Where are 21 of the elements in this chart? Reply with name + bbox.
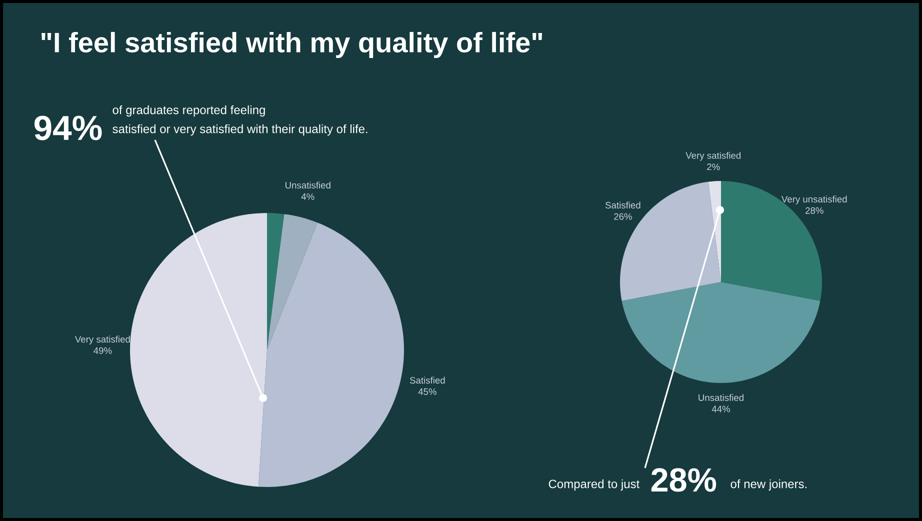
chart-title: "I feel satisfied with my quality of life"	[42, 32, 542, 58]
data-label: 45%	[418, 388, 436, 395]
slice-label: Very satisfied	[686, 152, 741, 161]
text: satisfied or very satisfied with their quality of life.	[112, 124, 368, 136]
slice-label: Satisfied	[605, 202, 640, 209]
text: Compared to just	[548, 479, 640, 491]
data-label: 28%	[806, 207, 824, 214]
data-label: 26%	[614, 213, 632, 220]
slice-label: Unsatisfied	[286, 182, 330, 189]
data-label: 4%	[301, 193, 314, 200]
text: of graduates reported feeling	[112, 105, 265, 117]
slice-label: Satisfied	[410, 376, 445, 384]
slice-label: Very satisfied	[74, 336, 130, 344]
text: 28%	[651, 468, 716, 492]
data-label: 44%	[712, 406, 730, 412]
data-label: 2%	[707, 164, 720, 170]
slice-label: Very unsatisfied	[781, 196, 847, 204]
text: 94%	[34, 116, 102, 140]
slice-label: Unsatisfied	[698, 394, 744, 401]
text: of new joiners.	[730, 479, 807, 491]
data-label: 49%	[94, 347, 112, 354]
